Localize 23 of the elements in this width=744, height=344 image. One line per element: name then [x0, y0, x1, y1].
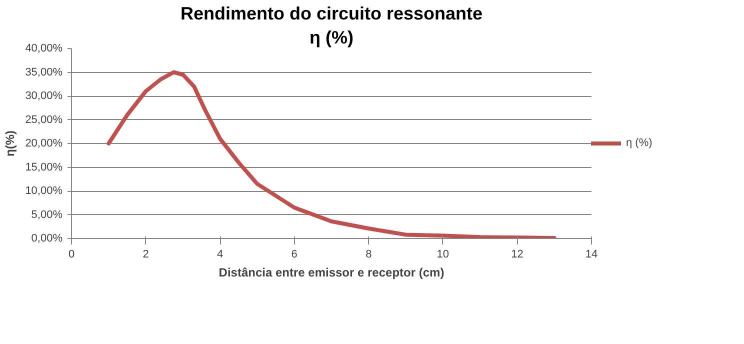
- y-tick-label: 5,00%: [31, 208, 63, 221]
- x-tick-label: 14: [585, 248, 598, 260]
- chart-title: Rendimento do circuito ressonante: [180, 4, 483, 24]
- y-tick-label: 0,00%: [31, 232, 63, 244]
- y-tick-label: 20,00%: [25, 138, 63, 150]
- line-series: [106, 70, 556, 238]
- chart-subtitle: η (%): [310, 28, 354, 48]
- legend-label: η (%): [626, 137, 652, 149]
- x-tick-label: 6: [291, 248, 298, 260]
- y-tick-label: 35,00%: [25, 66, 63, 78]
- x-tick-label: 12: [511, 248, 524, 260]
- y-tick-label: 30,00%: [25, 90, 63, 102]
- y-axis-title: η(%): [3, 130, 18, 156]
- y-tick-label: 15,00%: [25, 161, 63, 174]
- y-tick-label: 40,00%: [25, 42, 63, 54]
- x-tick-label: 4: [217, 248, 224, 260]
- y-tick-label: 25,00%: [25, 114, 63, 126]
- x-tick-label: 2: [142, 248, 149, 260]
- x-tick-label: 0: [68, 248, 75, 260]
- x-tick-label: 8: [366, 248, 372, 260]
- x-axis-title: Distância entre emissor e receptor (cm): [218, 266, 444, 280]
- y-tick-label: 10,00%: [25, 185, 63, 197]
- x-tick-label: 10: [436, 248, 450, 260]
